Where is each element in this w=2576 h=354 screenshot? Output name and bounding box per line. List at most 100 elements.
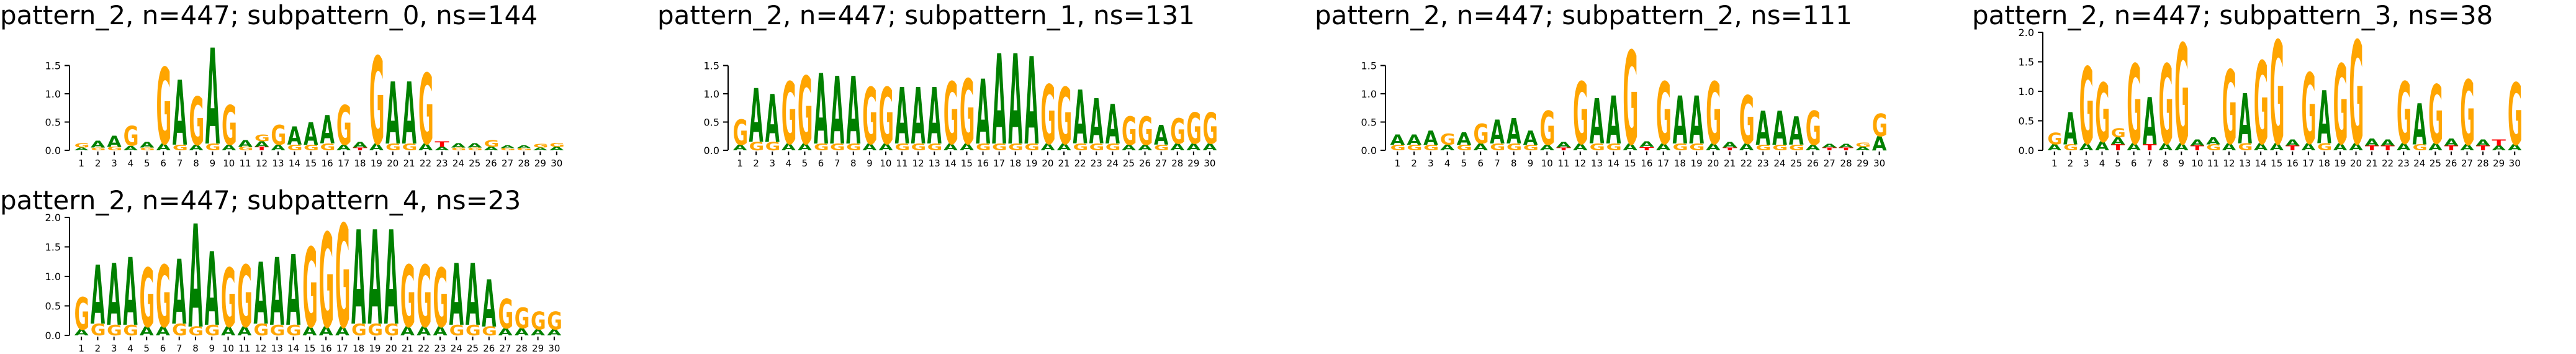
logo-letter-T: T (254, 146, 269, 152)
x-tick-label: 13 (2239, 158, 2251, 169)
logo-letter-G: G (515, 302, 530, 335)
x-tick-label: 10 (222, 343, 234, 354)
logo-letter-G: G (1872, 107, 1888, 143)
logo-letter-G: G (238, 147, 254, 152)
x-tick-label: 7 (834, 158, 840, 169)
logo-letter-A: A (765, 82, 780, 158)
logo-letter-A: A (205, 230, 219, 349)
logo-letter-A: A (1789, 109, 1804, 155)
x-tick-label: 20 (2350, 158, 2362, 169)
logo-letter-G: G (1673, 142, 1688, 152)
logo-letter-A: A (2127, 141, 2141, 153)
logo-letter-G: G (1739, 84, 1755, 160)
x-tick-label: 21 (1058, 158, 1070, 169)
logo-letter-A: A (402, 65, 417, 164)
x-tick-label: 1 (78, 343, 84, 354)
x-tick-label: 1 (737, 158, 743, 169)
logo-letter-A: A (221, 324, 236, 338)
logo-plot: 0.00.51.01.51 2 3 4 5 6 7 8 9 10 11 12 13 14 15 16 17 18 1… (1361, 25, 1888, 174)
logo-letter-A: A (1855, 146, 1871, 152)
x-tick-label: 8 (193, 158, 199, 169)
x-tick-label: 10 (880, 158, 891, 169)
logo-letter-A: A (1673, 84, 1688, 160)
x-tick-label: 12 (912, 158, 924, 169)
logo-letter-G: G (798, 58, 813, 166)
panel-title: pattern_2, n=447; subpattern_2, ns=111 (1315, 0, 1852, 30)
logo-letter-A: A (385, 65, 400, 164)
logo-letter-A: A (2302, 141, 2316, 153)
x-tick-label: 30 (2509, 158, 2521, 169)
x-tick-label: 11 (238, 343, 250, 354)
logo-letter-A: A (2238, 80, 2252, 160)
x-tick-label: 2 (2068, 158, 2074, 169)
logo-letter-G: G (1573, 65, 1588, 164)
x-tick-label: 1 (78, 158, 84, 169)
x-tick-label: 28 (518, 158, 529, 169)
logo-letter-T: T (435, 140, 449, 149)
x-tick-label: 8 (192, 343, 199, 354)
logo-panel-3: pattern_2, n=447; subpattern_3, ns=38 0.… (1972, 0, 2574, 177)
logo-letter-G: G (482, 324, 497, 338)
logo-letter-G: G (2460, 63, 2475, 166)
logo-letter-G: G (2079, 45, 2094, 168)
x-tick-label: 27 (1824, 158, 1835, 169)
logo-letter-G: G (1154, 143, 1169, 152)
logo-letter-A: A (960, 142, 975, 153)
x-tick-label: 4 (128, 158, 134, 169)
logo-letter-G: G (1057, 73, 1072, 162)
logo-letter-G: G (417, 248, 432, 347)
logo-letter-G: G (2349, 12, 2364, 177)
logo-letter-A: A (1872, 133, 1887, 155)
x-tick-label: 3 (111, 343, 117, 354)
logo-letter-G: G (451, 147, 467, 152)
logo-letter-G: G (943, 65, 958, 164)
logo-letter-G: G (335, 196, 351, 354)
x-tick-label: 28 (2477, 158, 2489, 169)
y-tick-label: 1.0 (45, 271, 61, 283)
logo-letter-A: A (156, 142, 171, 153)
x-tick-label: 21 (1724, 158, 1736, 169)
x-tick-label: 3 (2083, 158, 2089, 169)
logo-letter-G: G (433, 252, 448, 347)
logo-letter-G: G (384, 320, 400, 340)
logo-letter-G: G (2063, 143, 2078, 152)
y-tick-label: 2.0 (45, 212, 61, 224)
logo-letter-G: G (91, 147, 106, 152)
x-tick-label: 25 (2430, 158, 2441, 169)
logo-letter-A: A (286, 235, 300, 348)
logo-letter-G: G (2222, 50, 2237, 167)
logo-letter-A: A (549, 147, 564, 152)
logo-letter-A: A (2317, 77, 2331, 161)
logo-plot: 0.00.51.01.51 2 3 4 5 6 7 8 9 10 11 12 13 14 15 16 17 18 1… (45, 22, 565, 175)
logo-letter-A: A (1806, 143, 1821, 152)
x-tick-label: 20 (1707, 158, 1719, 169)
x-tick-label: 30 (548, 343, 560, 354)
logo-letter-G: G (1202, 105, 1217, 154)
logo-letter-A: A (336, 143, 351, 152)
logo-letter-G: G (173, 143, 188, 152)
logo-letter-G: G (992, 142, 1007, 153)
logo-letter-A: A (2206, 135, 2220, 147)
logo-letter-G: G (549, 142, 565, 148)
logo-letter-G: G (107, 147, 122, 152)
logo-letter-G: G (533, 143, 549, 149)
logo-letter-A: A (1073, 76, 1088, 161)
logo-letter-A: A (1772, 102, 1787, 156)
x-tick-label: 10 (2191, 158, 2203, 169)
logo-letter-A: A (1106, 94, 1120, 157)
logo-letter-A: A (1008, 29, 1022, 173)
logo-letter-A: A (1723, 140, 1737, 150)
logo-letter-A: A (484, 147, 498, 152)
x-tick-label: 14 (945, 158, 957, 169)
logo-letter-G: G (1423, 143, 1439, 152)
x-tick-label: 3 (111, 158, 117, 169)
logo-letter-A: A (417, 324, 431, 338)
logo-letter-G: G (1706, 65, 1721, 164)
logo-letter-G: G (254, 133, 270, 144)
logo-letter-A: A (1689, 84, 1704, 160)
panel-title: pattern_2, n=447; subpattern_3, ns=38 (1972, 0, 2493, 30)
logo-panel-1: pattern_2, n=447; subpattern_1, ns=131 0… (657, 0, 1303, 174)
y-tick-label: 0.5 (704, 117, 719, 129)
logo-letter-G: G (107, 322, 122, 339)
x-tick-label: 19 (371, 158, 382, 169)
